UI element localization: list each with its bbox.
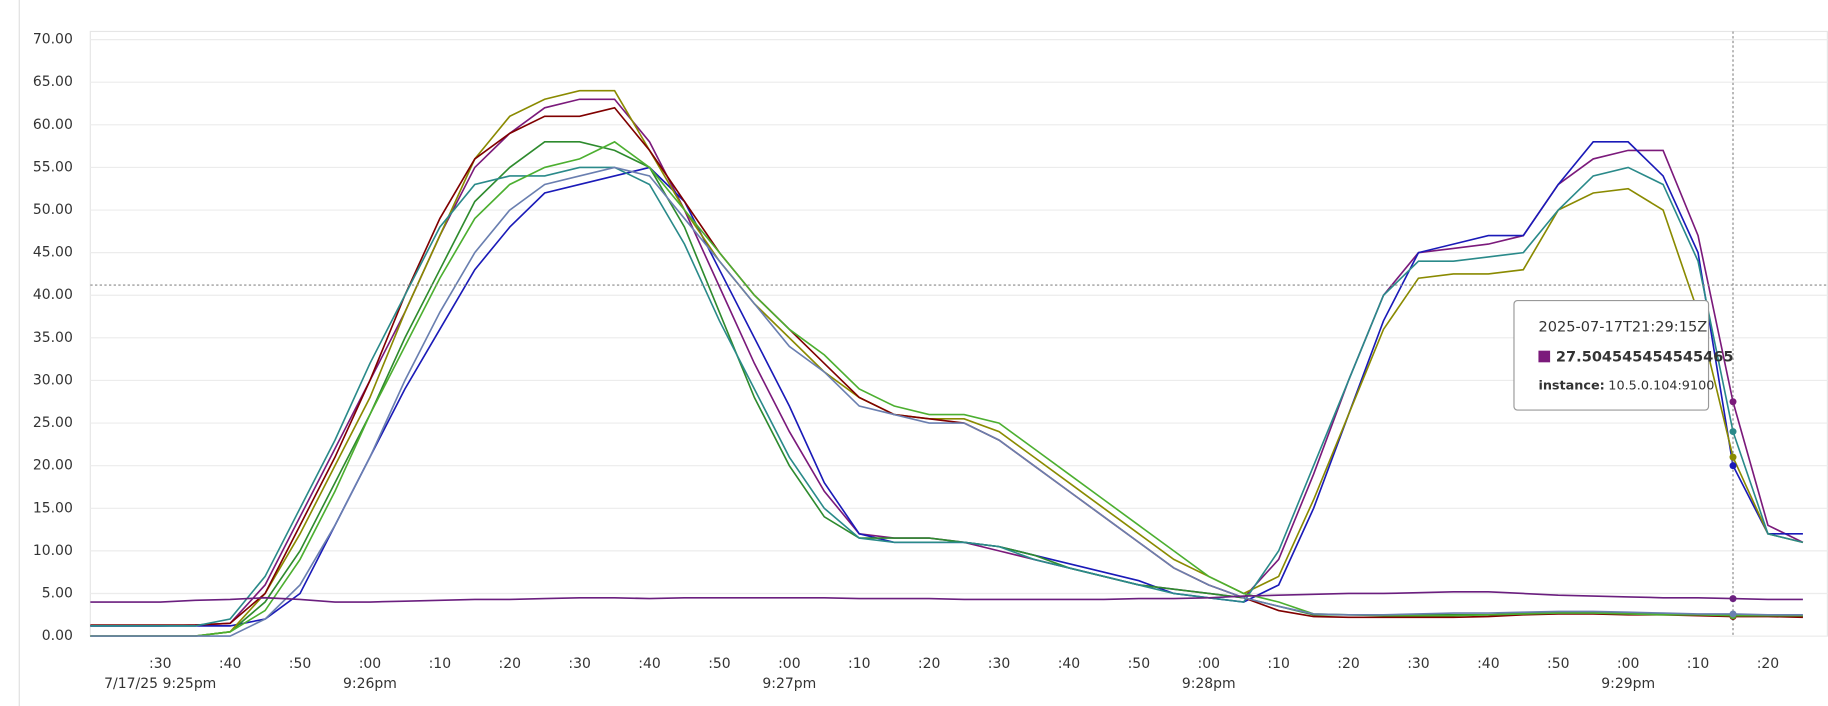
x-tick-label: :20 xyxy=(918,656,940,672)
tooltip-time: 2025-07-17T21:29:15Z xyxy=(1538,318,1707,335)
y-tick-label: 0.00 xyxy=(42,628,73,644)
x-tick-label: :20 xyxy=(1337,656,1359,672)
y-tick-label: 65.00 xyxy=(33,74,73,90)
hover-dot xyxy=(1729,610,1737,618)
y-tick-label: 20.00 xyxy=(33,458,73,474)
hover-dot xyxy=(1729,462,1737,470)
y-tick-label: 30.00 xyxy=(33,372,73,388)
series-line xyxy=(90,166,1803,637)
x-tick-label: :50 xyxy=(708,656,730,672)
x-tick-label: :30 xyxy=(149,656,171,672)
x-tick-label: :50 xyxy=(1128,656,1150,672)
y-tick-label: 45.00 xyxy=(33,245,73,261)
y-tick-label: 10.00 xyxy=(33,543,73,559)
tooltip-instance-label: instance: xyxy=(1538,378,1604,393)
x-tick-label: :20 xyxy=(498,656,520,672)
x-tick-label: :00 xyxy=(359,656,381,672)
x-major-label: 9:26pm xyxy=(343,676,397,692)
x-major-label: 9:27pm xyxy=(762,676,816,692)
x-major-label: 7/17/25 9:25pm xyxy=(104,676,216,692)
x-tick-label: :00 xyxy=(778,656,800,672)
y-tick-label: 70.00 xyxy=(33,32,73,48)
x-tick-label: :40 xyxy=(1477,656,1499,672)
x-tick-label: :40 xyxy=(219,656,241,672)
x-tick-label: :40 xyxy=(638,656,660,672)
y-tick-label: 40.00 xyxy=(33,287,73,303)
x-major-label: 9:29pm xyxy=(1601,676,1655,692)
tooltip-swatch xyxy=(1538,350,1551,363)
tooltip-instance-value: 10.5.0.104:9100 xyxy=(1608,378,1714,393)
x-tick-label: :50 xyxy=(1547,656,1569,672)
x-tick-label: :10 xyxy=(1267,656,1289,672)
x-tick-label: :10 xyxy=(848,656,870,672)
x-tick-label: :50 xyxy=(289,656,311,672)
x-tick-label: :00 xyxy=(1198,656,1220,672)
series-line xyxy=(90,106,1803,626)
tooltip-instance: instance: 10.5.0.104:9100 xyxy=(1538,378,1714,393)
y-tick-label: 15.00 xyxy=(33,500,73,516)
x-tick-label: :10 xyxy=(429,656,451,672)
hover-dot xyxy=(1729,595,1737,603)
y-tick-label: 50.00 xyxy=(33,202,73,218)
series-line xyxy=(90,140,1803,637)
hover-dot xyxy=(1729,398,1737,406)
tooltip: 2025-07-17T21:29:15Z 27.504545454545465 in… xyxy=(1513,299,1734,411)
hover-dot xyxy=(1729,453,1737,461)
x-tick-label: :30 xyxy=(1407,656,1429,672)
series-line xyxy=(90,166,1804,627)
y-tick-label: 55.00 xyxy=(33,159,73,175)
tooltip-box xyxy=(1513,299,1710,411)
hover-dot xyxy=(1729,428,1737,436)
x-major-label: 9:28pm xyxy=(1182,676,1236,692)
x-tick-label: :30 xyxy=(988,656,1010,672)
x-tick-label: :40 xyxy=(1058,656,1080,672)
series-line xyxy=(90,89,1804,637)
y-tick-label: 5.00 xyxy=(42,585,73,601)
y-tick-label: 60.00 xyxy=(33,117,73,133)
x-tick-label: :10 xyxy=(1687,656,1709,672)
tooltip-value: 27.504545454545465 xyxy=(1556,349,1734,366)
series-line xyxy=(90,590,1803,603)
y-tick-label: 25.00 xyxy=(33,415,73,431)
x-tick-label: :20 xyxy=(1757,656,1779,672)
x-tick-label: :00 xyxy=(1617,656,1639,672)
x-tick-label: :30 xyxy=(568,656,590,672)
y-tick-label: 35.00 xyxy=(33,330,73,346)
